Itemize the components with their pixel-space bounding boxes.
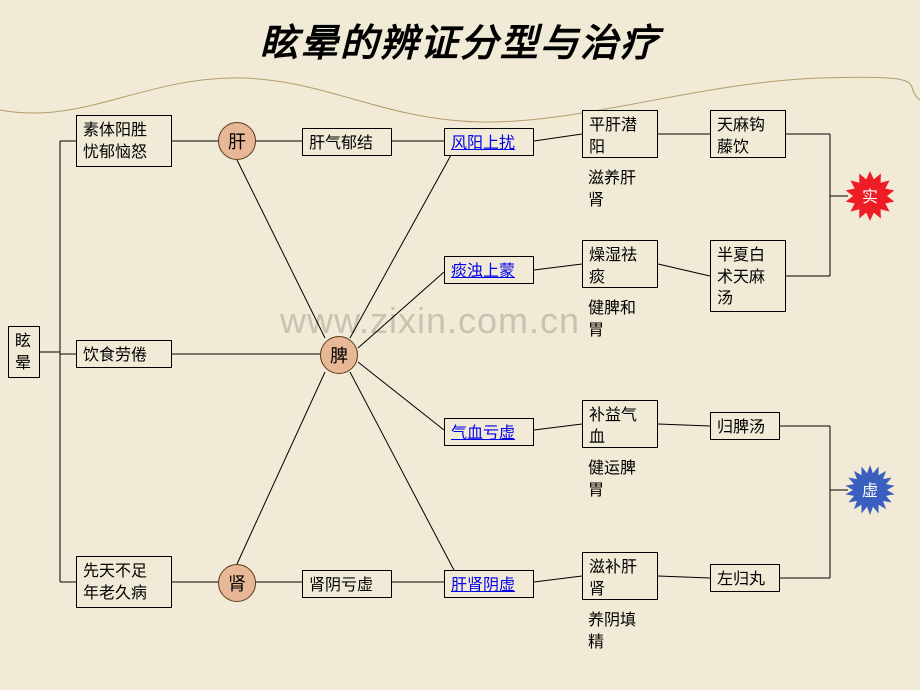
- box-cause2: 饮食劳倦: [76, 340, 172, 368]
- box-sym4: 肾阴亏虚: [302, 570, 392, 598]
- svg-text:实: 实: [862, 188, 878, 206]
- link-pat2[interactable]: 痰浊上蒙: [451, 263, 515, 280]
- circle-gan: 肝: [218, 122, 256, 160]
- box-cause1: 素体阳胜 忧郁恼怒: [76, 115, 172, 167]
- svg-text:虚: 虚: [862, 482, 878, 500]
- box-tr2: 燥湿祛 痰: [582, 240, 658, 288]
- box-tr1b: 滋养肝 肾: [582, 164, 658, 215]
- box-sym1: 肝气郁结: [302, 128, 392, 156]
- box-tr1: 平肝潜 阳: [582, 110, 658, 158]
- seal-xu: 虚: [844, 464, 896, 516]
- box-tr3: 补益气 血: [582, 400, 658, 448]
- box-fx3: 归脾汤: [710, 412, 780, 440]
- circle-pi: 脾: [320, 336, 358, 374]
- box-pat2[interactable]: 痰浊上蒙: [444, 256, 534, 284]
- box-fx1: 天麻钩 藤饮: [710, 110, 786, 158]
- box-pat3[interactable]: 气血亏虚: [444, 418, 534, 446]
- box-fx2: 半夏白 术天麻 汤: [710, 240, 786, 312]
- link-pat3[interactable]: 气血亏虚: [451, 425, 515, 442]
- link-pat4[interactable]: 肝肾阴虚: [451, 577, 515, 594]
- seal-shi: 实: [844, 170, 896, 222]
- box-tr4b: 养阴填 精: [582, 606, 658, 657]
- circle-shen: 肾: [218, 564, 256, 602]
- box-tr2b: 健脾和 胃: [582, 294, 658, 345]
- box-pat4[interactable]: 肝肾阴虚: [444, 570, 534, 598]
- box-pat1[interactable]: 风阳上扰: [444, 128, 534, 156]
- link-pat1[interactable]: 风阳上扰: [451, 135, 515, 152]
- box-root: 眩 晕: [8, 326, 40, 378]
- box-cause3: 先天不足 年老久病: [76, 556, 172, 608]
- box-tr3b: 健运脾 胃: [582, 454, 658, 505]
- box-tr4: 滋补肝 肾: [582, 552, 658, 600]
- box-fx4: 左归丸: [710, 564, 780, 592]
